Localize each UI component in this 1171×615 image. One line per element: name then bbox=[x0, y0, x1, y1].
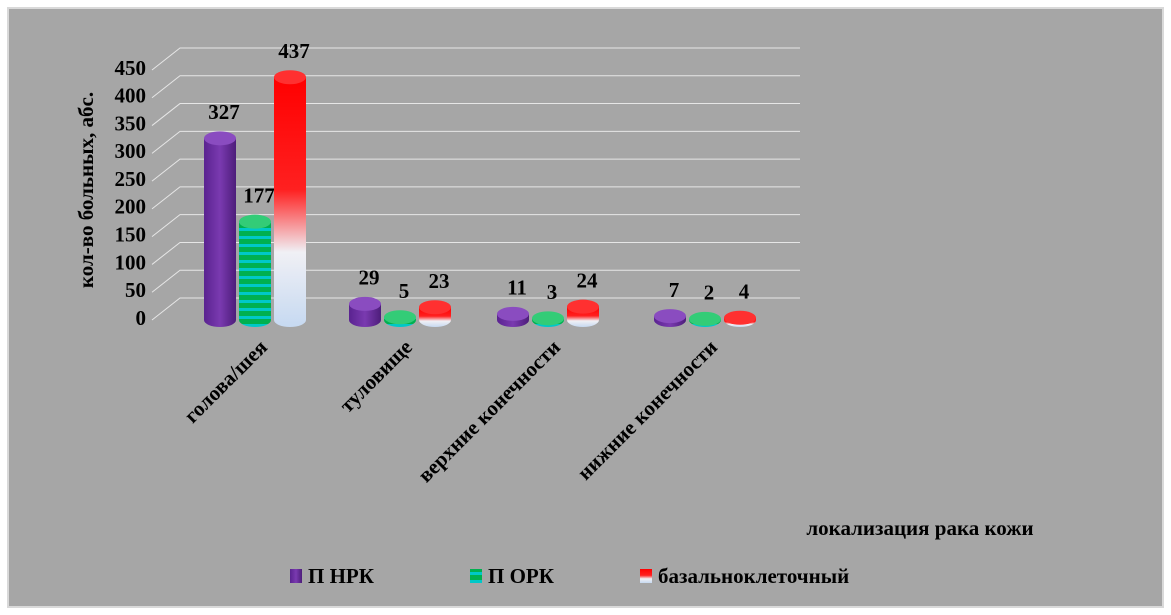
y-tick-label: 0 bbox=[136, 306, 147, 330]
value-label: 11 bbox=[507, 276, 527, 300]
value-label: 5 bbox=[399, 279, 410, 303]
y-tick-label: 350 bbox=[115, 111, 147, 135]
bar bbox=[204, 138, 236, 327]
bar-top bbox=[654, 309, 686, 324]
grid-line bbox=[151, 130, 800, 154]
y-axis-label: кол-во больных, абс. bbox=[74, 92, 98, 288]
bar-top bbox=[689, 311, 721, 326]
grid-line bbox=[151, 47, 800, 71]
legend-label: П ОРК bbox=[488, 564, 555, 588]
bar-top bbox=[532, 311, 564, 326]
bar-top bbox=[239, 214, 271, 229]
legend-label: П НРК bbox=[308, 564, 375, 588]
bar-top bbox=[274, 70, 306, 85]
bar-top bbox=[204, 131, 236, 146]
value-label: 29 bbox=[359, 266, 380, 290]
value-label: 327 bbox=[208, 100, 240, 124]
legend-swatch bbox=[640, 569, 652, 583]
y-tick-label: 150 bbox=[115, 222, 147, 246]
grid-line bbox=[151, 269, 800, 293]
y-tick-label: 50 bbox=[125, 278, 146, 302]
legend-swatch bbox=[470, 569, 482, 583]
bar-top bbox=[349, 296, 381, 311]
bar-top bbox=[567, 299, 599, 314]
grid-line bbox=[151, 103, 800, 126]
grid-line bbox=[151, 186, 800, 210]
value-label: 3 bbox=[547, 280, 558, 304]
value-label: 437 bbox=[278, 39, 310, 63]
x-axis-label: локализация рака кожи bbox=[806, 516, 1033, 540]
value-label: 7 bbox=[669, 278, 680, 302]
value-label: 23 bbox=[429, 269, 450, 293]
bar-top bbox=[419, 300, 451, 315]
grid-line bbox=[151, 75, 800, 99]
value-label: 4 bbox=[739, 280, 750, 304]
bar-top bbox=[497, 306, 529, 321]
grid-line bbox=[151, 241, 800, 265]
y-tick-label: 300 bbox=[115, 139, 147, 163]
y-tick-label: 100 bbox=[115, 250, 147, 274]
value-label: 2 bbox=[704, 281, 715, 305]
value-label: 24 bbox=[577, 268, 599, 292]
y-tick-label: 250 bbox=[115, 167, 147, 191]
legend-swatch bbox=[290, 569, 302, 583]
y-tick-label: 400 bbox=[115, 84, 147, 108]
y-tick-label: 200 bbox=[115, 195, 147, 219]
legend-label: базальноклеточный bbox=[658, 564, 849, 588]
bar-top bbox=[724, 310, 756, 325]
grid-line bbox=[151, 297, 800, 321]
grid-line bbox=[151, 158, 800, 182]
bar bbox=[239, 221, 271, 327]
y-tick-label: 450 bbox=[115, 56, 147, 80]
grid-line bbox=[151, 214, 800, 238]
bar bbox=[274, 77, 306, 327]
bar-top bbox=[384, 310, 416, 325]
value-label: 177 bbox=[243, 183, 275, 207]
